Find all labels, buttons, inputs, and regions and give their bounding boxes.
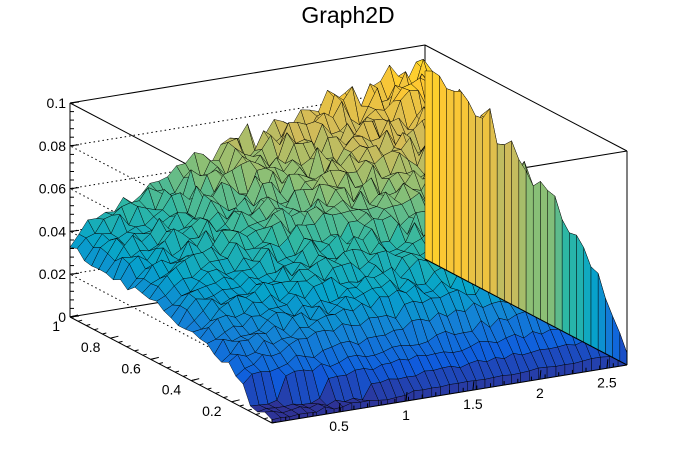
surface-side-cell [540,180,548,324]
x-tick-label: 2.5 [597,374,617,390]
surface-side-cell [582,358,592,373]
surface-side-cell [583,247,592,347]
surface-side-cell [439,75,447,271]
z-tick-label: 0 [58,309,66,325]
y-tick-label: 0.4 [162,382,182,398]
surface-side-cell [547,189,556,328]
surface-side-cell [605,298,613,358]
surface-side-cell [496,143,505,301]
x-tick-label: 1 [402,407,410,423]
surface-side-cell [525,170,534,317]
z-tick-label: 0.08 [39,138,66,154]
z-tick-label: 0.1 [47,95,67,111]
surface-side-cell [573,360,583,374]
y-tick-label: 0.6 [121,360,141,376]
x-tick-label: 0.5 [329,418,349,434]
z-tick-label: 0.04 [39,223,66,239]
surface-mesh [69,58,628,424]
surface-side-cell [431,70,440,267]
chart-title: Graph2D [301,2,395,28]
surface-side-cell [446,88,455,275]
z-tick-label: 0.02 [39,266,66,282]
surface-side-cell [482,107,491,294]
surface-side-cell [619,332,628,366]
x-tick-label: 1.5 [463,396,483,412]
surface-side-cell [555,364,566,377]
surface-side-cell [489,108,498,298]
y-tick-label: 1 [52,318,60,334]
surface-side-cell [590,266,599,351]
axis-ticks: 0 0.02 0.04 0.06 0.08 0.1 0.2 0.4 0.6 0.8 1 0.5 1 1.5… [39,95,628,434]
surface-side-cell [591,356,601,372]
surface-side-cell [468,101,476,286]
surface-side-cell [532,180,541,320]
z-tick-label: 0.06 [39,181,66,197]
surface-side-cell [460,90,469,283]
y-tick-label: 0.2 [202,403,222,419]
surface-side-cell [504,140,512,305]
surface-side-cell [561,219,570,336]
surface-side-cell [518,158,527,313]
surface-side-cell [453,90,462,279]
y-tick-label: 0.8 [81,339,101,355]
surface-side-cell [554,196,563,332]
surface-side-cell [424,70,433,264]
surface-side-cell [612,316,621,362]
surface-side-cell [597,273,606,354]
surface-side-cell [576,234,584,343]
x-tick-label: 2 [536,385,544,401]
surface-side-cell [569,232,577,339]
surface-side-cell [511,140,520,309]
surface-side-cell [475,115,483,290]
